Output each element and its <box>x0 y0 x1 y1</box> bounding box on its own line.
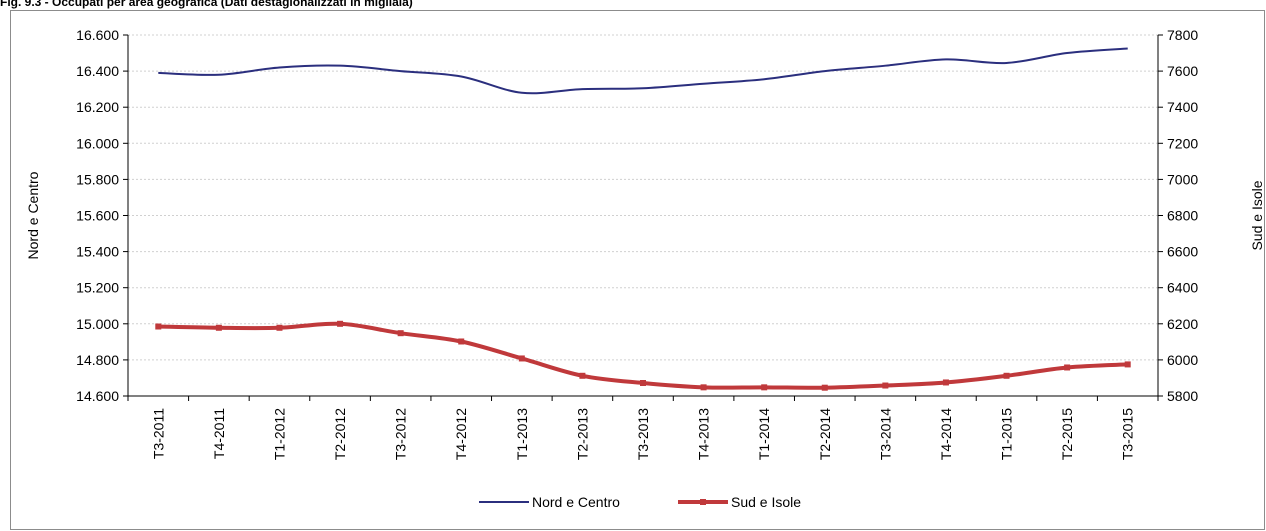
x-tick-label: T3-2012 <box>393 408 409 460</box>
data-point-sud-e-isole <box>579 372 586 379</box>
x-tick-label: T4-2012 <box>453 408 469 460</box>
data-point-sud-e-isole <box>518 355 525 362</box>
y-left-tick-label: 14.800 <box>76 352 119 368</box>
series-lines <box>155 47 1131 391</box>
data-point-sud-e-isole <box>337 320 344 327</box>
y-right-tick-label: 6600 <box>1167 244 1198 260</box>
y-left-tick-label: 16.200 <box>76 99 119 115</box>
x-tick-label: T4-2013 <box>696 408 712 460</box>
y-right-tick-label: 7400 <box>1167 99 1198 115</box>
x-tick-label: T2-2012 <box>332 408 348 460</box>
y-left-tick-label: 14.600 <box>76 388 119 404</box>
x-tick-label: T1-2015 <box>999 408 1015 460</box>
y-left-axis-title: Nord e Centro <box>25 171 41 259</box>
x-tick-label: T4-2011 <box>211 408 227 459</box>
data-point-sud-e-isole <box>1064 364 1071 371</box>
y-left-tick-label: 15.200 <box>76 280 119 296</box>
y-left-tick-label: 16.000 <box>76 135 119 151</box>
axes: 16.600 7800 16.400 7600 16.200 7400 16.000 7200… <box>25 27 1264 460</box>
data-point-sud-e-isole <box>458 338 465 345</box>
data-point-sud-e-isole <box>1003 372 1010 379</box>
x-tick-label: T3-2011 <box>150 408 166 459</box>
line-chart: 16.600 7800 16.400 7600 16.200 7400 16.000 7200… <box>25 27 1264 510</box>
y-left-tick-label: 16.600 <box>76 27 119 43</box>
data-point-sud-e-isole <box>1124 361 1131 368</box>
y-right-tick-label: 6200 <box>1167 316 1198 332</box>
x-tick-label: T3-2015 <box>1120 408 1136 460</box>
x-tick-label: T1-2014 <box>756 408 772 460</box>
y-right-tick-label: 7000 <box>1167 171 1198 187</box>
y-right-tick-label: 7600 <box>1167 63 1198 79</box>
legend: Nord e Centro Sud e Isole <box>479 494 801 510</box>
series-line-sud-e-isole <box>158 321 1128 390</box>
data-point-sud-e-isole <box>942 379 949 386</box>
legend-label-nord-e-centro: Nord e Centro <box>532 494 620 510</box>
y-right-tick-label: 6000 <box>1167 352 1198 368</box>
figure-title: Fig. 9.3 - Occupati per area geografica … <box>0 0 413 9</box>
x-tick-label: T2-2013 <box>574 408 590 460</box>
legend-label-sud-e-isole: Sud e Isole <box>731 494 801 510</box>
data-point-sud-e-isole <box>700 384 707 391</box>
series-line-nord-e-centro <box>158 47 1128 95</box>
data-point-sud-e-isole <box>761 384 768 391</box>
data-point-sud-e-isole <box>882 382 889 389</box>
gridlines <box>128 34 1158 361</box>
data-point-sud-e-isole <box>215 324 222 331</box>
chart-frame: 16.600 7800 16.400 7600 16.200 7400 16.000 7200… <box>10 10 1265 530</box>
y-right-tick-label: 5800 <box>1167 388 1198 404</box>
x-tick-label: T1-2013 <box>514 408 530 460</box>
data-point-sud-e-isole <box>821 384 828 391</box>
x-tick-label: T4-2014 <box>938 408 954 460</box>
data-point-sud-e-isole <box>397 330 404 337</box>
legend-marker-sud-e-isole <box>700 499 706 505</box>
y-right-axis-title: Sud e Isole <box>1249 180 1264 250</box>
y-left-tick-label: 15.800 <box>76 171 119 187</box>
x-tick-label: T1-2012 <box>271 408 287 460</box>
x-tick-label: T2-2015 <box>1059 408 1075 460</box>
data-point-sud-e-isole <box>155 323 162 330</box>
y-right-tick-label: 6400 <box>1167 280 1198 296</box>
y-left-tick-label: 16.400 <box>76 63 119 79</box>
y-right-tick-label: 7200 <box>1167 135 1198 151</box>
x-tick-label: T3-2013 <box>635 408 651 460</box>
y-left-tick-label: 15.600 <box>76 208 119 224</box>
x-tick-label: T2-2014 <box>817 408 833 460</box>
y-left-tick-label: 15.400 <box>76 244 119 260</box>
data-point-sud-e-isole <box>640 380 646 387</box>
y-left-tick-label: 15.000 <box>76 316 119 332</box>
x-tick-label: T3-2014 <box>877 408 893 460</box>
y-right-tick-label: 7800 <box>1167 27 1198 43</box>
data-point-sud-e-isole <box>276 324 283 331</box>
y-right-tick-label: 6800 <box>1167 208 1198 224</box>
